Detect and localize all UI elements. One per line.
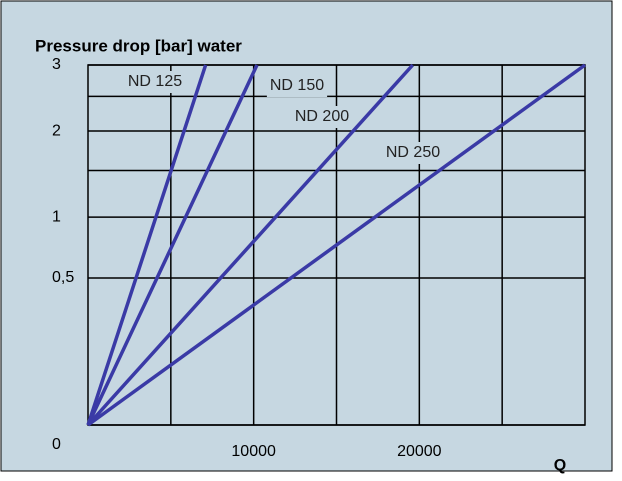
y-tick-label: 2 [52, 122, 61, 139]
legend-label-background [124, 71, 186, 93]
legend-label-background [266, 75, 328, 97]
x-tick-label: 20000 [397, 443, 442, 460]
plot-border [87, 64, 586, 426]
legend-label: ND 250 [386, 144, 440, 161]
data-line [86, 63, 415, 427]
data-line [86, 64, 208, 426]
legend-label-background [382, 142, 444, 164]
legend-label-background [291, 106, 353, 128]
data-line [86, 63, 587, 427]
x-axis-label: Q [554, 457, 566, 474]
chart-background [0, 0, 613, 472]
y-tick-label: 3 [52, 56, 61, 73]
legend-label: ND 125 [128, 73, 182, 90]
chart-title: Pressure drop [bar] water [35, 36, 242, 55]
y-tick-label: 1 [52, 208, 61, 225]
legend-label: ND 200 [295, 108, 349, 125]
legend-label: ND 150 [270, 77, 324, 94]
x-tick-label: 10000 [231, 443, 276, 460]
y-tick-label: 0 [52, 436, 61, 453]
y-tick-label: 0,5 [52, 269, 74, 286]
data-line [86, 64, 259, 426]
